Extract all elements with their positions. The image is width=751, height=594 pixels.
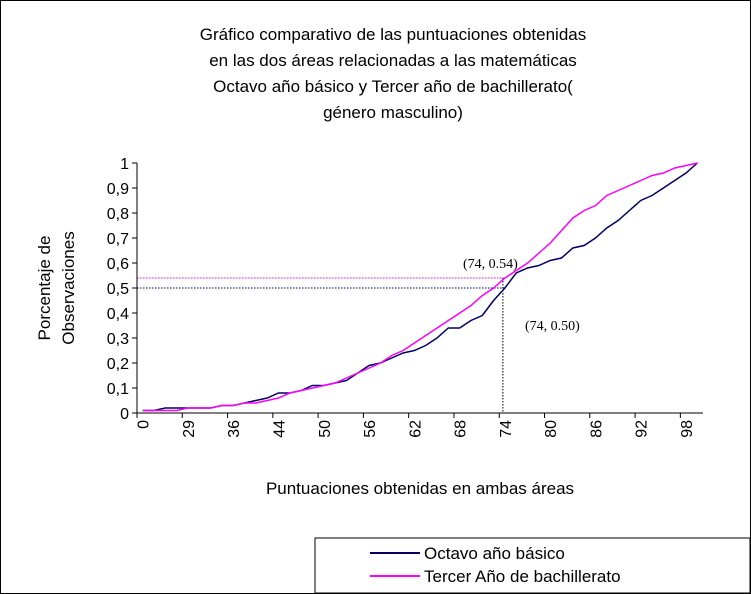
y-tick-label: 0,9 (107, 181, 129, 198)
y-tick-label: 0,8 (107, 206, 129, 223)
y-tick-label: 0,4 (107, 306, 129, 323)
x-tick-label: 50 (317, 420, 334, 438)
x-tick-label: 74 (498, 420, 515, 438)
x-tick-label: 86 (588, 420, 605, 438)
y-tick-label: 0,1 (107, 381, 129, 398)
y-tick-label: 0,5 (107, 281, 129, 298)
x-tick-label: 36 (226, 420, 243, 438)
y-tick-label: 0,6 (107, 256, 129, 273)
annotation: (74, 0.50) (525, 319, 580, 334)
y-tick-label: 1 (120, 156, 129, 173)
chart-title: género masculino) (323, 103, 463, 122)
x-tick-label: 98 (679, 420, 696, 438)
legend-box (314, 537, 751, 594)
x-tick-label: 44 (272, 420, 289, 438)
y-tick-label: 0 (120, 406, 129, 423)
chart-title: Gráfico comparativo de las puntuaciones … (200, 25, 587, 44)
chart-title: Octavo año básico y Tercer año de bachil… (213, 77, 573, 96)
chart-title: en las dos áreas relacionadas a las mate… (209, 51, 577, 70)
x-axis-label: Puntuaciones obtenidas en ambas áreas (266, 479, 574, 498)
x-tick-label: 62 (407, 420, 424, 438)
y-axis-label: Porcentaje de (35, 236, 54, 341)
legend-label: Octavo año básico (424, 544, 565, 563)
x-tick-label: 92 (634, 420, 651, 438)
x-tick-label: 0 (136, 420, 153, 429)
x-tick-label: 80 (543, 420, 560, 438)
y-tick-label: 0,2 (107, 356, 129, 373)
series-line (142, 162, 698, 412)
annotation: (74, 0.54) (463, 257, 518, 272)
y-axis-label: Observaciones (59, 231, 78, 344)
legend-label: Tercer Año de bachillerato (424, 567, 621, 586)
y-tick-label: 0,7 (107, 231, 129, 248)
x-tick-label: 56 (362, 420, 379, 438)
x-tick-label: 29 (181, 420, 198, 438)
x-tick-label: 68 (453, 420, 470, 438)
y-tick-label: 0,3 (107, 331, 129, 348)
